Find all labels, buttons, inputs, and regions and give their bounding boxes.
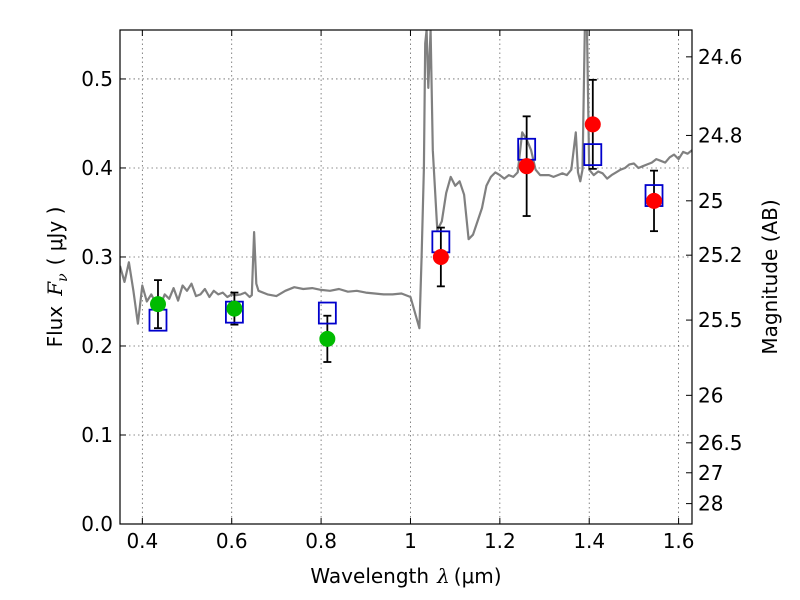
y-tick-label: 0.1 <box>81 423 113 447</box>
magnitude-tick-label: 27 <box>698 461 723 485</box>
optical-point <box>319 330 336 347</box>
x-axis-ticks: 0.4 0.6 0.8 1 1.2 1.4 1.6 <box>126 30 695 553</box>
y-axis-ticks: 0.0 0.1 0.2 0.3 0.4 0.5 <box>81 67 126 536</box>
optical-point <box>226 300 243 317</box>
y-axis-label: FluxFν( μJy ) <box>43 207 71 348</box>
magnitude-tick-label: 25.5 <box>698 308 743 332</box>
nir-point <box>584 116 601 133</box>
x-tick-label: 0.8 <box>305 529 337 553</box>
x-tick-label: 0.6 <box>216 529 248 553</box>
magnitude-axis-ticks: 24.6 24.8 25 25.2 25.5 26 26.5 27 28 <box>686 45 743 516</box>
y-tick-label: 0.4 <box>81 156 113 180</box>
photometry-point-layer <box>149 116 663 347</box>
magnitude-tick-label: 28 <box>698 492 723 516</box>
model-square-marker <box>583 143 603 167</box>
magnitude-tick-label: 25.2 <box>698 243 743 267</box>
template-spectrum-line <box>120 30 692 330</box>
x-tick-label: 1 <box>404 529 417 553</box>
magnitude-tick-label: 26.5 <box>698 431 743 455</box>
grid <box>120 30 692 525</box>
nir-point <box>518 158 535 175</box>
plot-frame <box>119 29 693 525</box>
nir-point <box>646 192 663 209</box>
magnitude-tick-label: 24.8 <box>698 123 743 147</box>
magnitude-tick-label: 24.6 <box>698 45 743 69</box>
magnitude-axis-label: Magnitude (AB) <box>758 199 782 354</box>
x-axis-label: Wavelength λ (μm) <box>310 564 501 588</box>
x-tick-label: 1.6 <box>663 529 695 553</box>
model-square-marker <box>317 301 337 325</box>
template-spectrum-layer <box>120 30 692 330</box>
y-tick-label: 0.5 <box>81 67 113 91</box>
y-tick-label: 0.2 <box>81 334 113 358</box>
y-tick-label: 0.3 <box>81 245 113 269</box>
y-tick-label: 0.0 <box>81 512 113 536</box>
nir-point <box>432 248 449 265</box>
x-tick-label: 1.2 <box>484 529 516 553</box>
magnitude-tick-label: 26 <box>698 383 723 407</box>
model-marker-layer <box>148 137 664 332</box>
x-tick-label: 0.4 <box>126 529 158 553</box>
magnitude-tick-label: 25 <box>698 189 723 213</box>
x-tick-label: 1.4 <box>573 529 605 553</box>
optical-point <box>149 296 166 313</box>
